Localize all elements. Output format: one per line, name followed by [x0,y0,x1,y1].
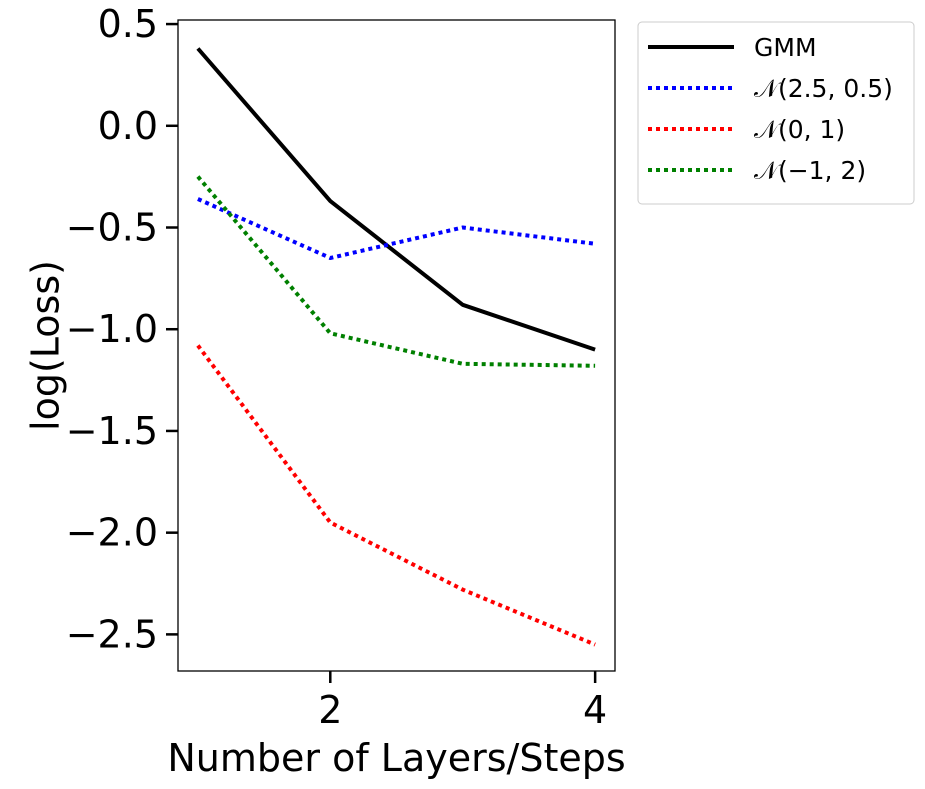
series-line-3 [196,175,596,368]
legend-label: GMM [754,33,817,62]
y-axis: 0.5 0.0 −0.5 −1.0 −1.5 −2.0 −2.5 [66,2,178,656]
series-line-1 [197,197,596,260]
x-tick-label: 4 [583,688,607,732]
series-layer [196,47,596,647]
series-line-2 [196,344,596,647]
y-tick-label: −1.5 [66,409,158,453]
x-tick-label: 2 [318,688,342,732]
legend: GMM 𝒩(2.5, 0.5) 𝒩(0, 1) 𝒩(−1, 2) [637,21,915,205]
series-line-0 [196,47,596,352]
legend-label: 𝒩(2.5, 0.5) [754,74,893,103]
y-tick-label: 0.0 [98,104,158,148]
legend-label: 𝒩(0, 1) [754,115,845,144]
legend-box [637,21,915,205]
legend-label: 𝒩(−1, 2) [754,156,866,185]
y-tick-label: 0.5 [98,2,158,46]
plot-frame [177,19,616,672]
y-tick-label: −0.5 [66,206,158,250]
y-axis-label: log(Loss) [24,260,68,431]
x-axis-label: Number of Layers/Steps [167,736,625,780]
y-tick-label: −1.0 [66,307,158,351]
y-tick-label: −2.5 [66,612,158,656]
y-tick-label: −2.0 [66,511,158,555]
